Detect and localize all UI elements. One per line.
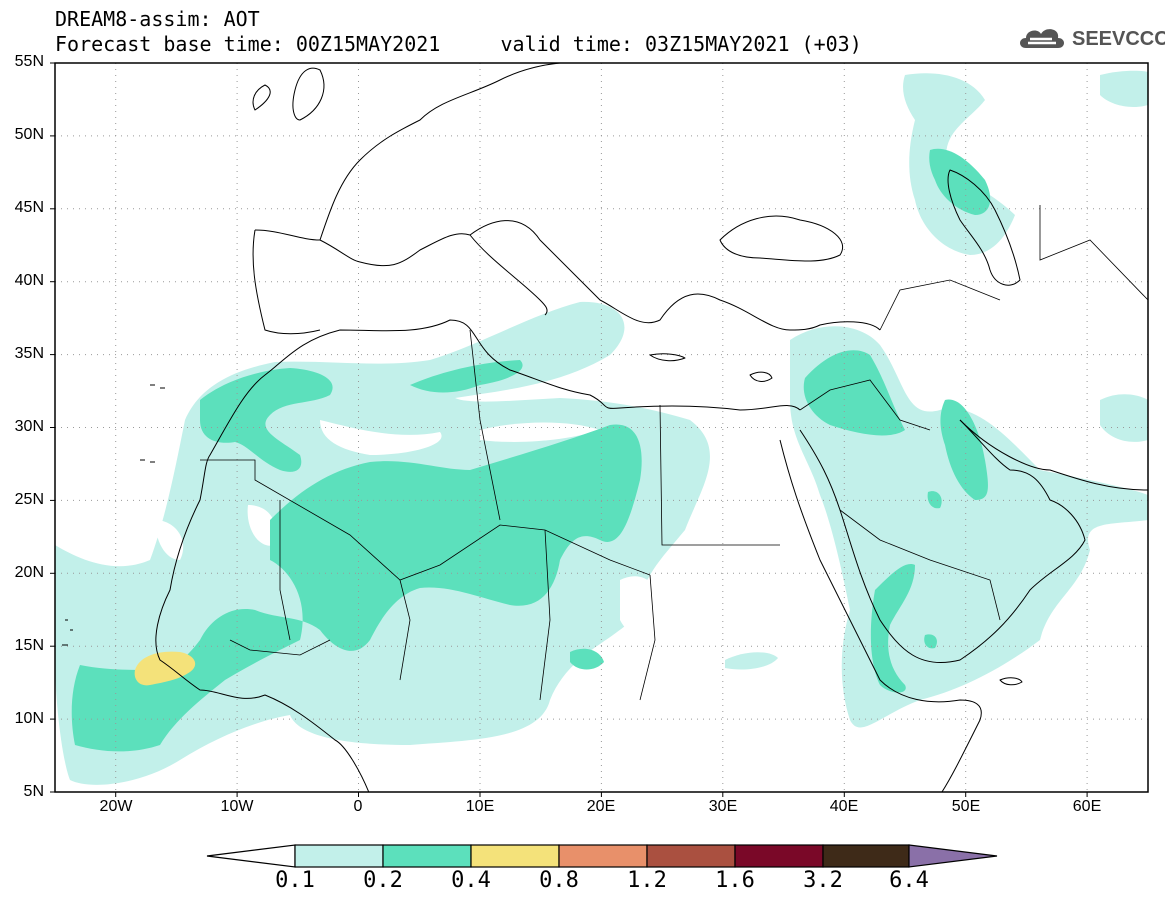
colorbar-label: 0.4 — [451, 868, 491, 893]
seevccc-logo: SEEVCCC — [1016, 22, 1165, 58]
colorbar-swatch-6 — [734, 844, 824, 868]
colorbar-swatch-3 — [470, 844, 560, 868]
aot-class-0.2-0.4 — [71, 148, 991, 752]
lon-label: 0 — [353, 798, 363, 815]
lat-label: 55N — [14, 53, 44, 70]
lat-label: 50N — [14, 126, 44, 143]
map-title: DREAM8-assim: AOT — [55, 7, 260, 31]
colorbar-swatch-8 — [908, 844, 998, 868]
lat-label: 35N — [14, 345, 44, 362]
colorbar-swatch-5 — [646, 844, 736, 868]
colorbar-label: 1.6 — [715, 868, 755, 893]
lat-label: 25N — [14, 491, 44, 508]
cloud-icon — [1020, 29, 1064, 48]
lat-label: 45N — [14, 199, 44, 216]
lat-label: 20N — [14, 564, 44, 581]
colorbar-label: 0.8 — [539, 868, 579, 893]
lat-label: 40N — [14, 272, 44, 289]
graticule — [55, 63, 1148, 792]
tick-marks — [50, 62, 1088, 797]
colorbar-swatch-4 — [558, 844, 648, 868]
colorbar-swatch-2 — [382, 844, 472, 868]
aot-holes — [155, 420, 660, 634]
lon-label: 10W — [220, 798, 254, 815]
lon-label: 50E — [951, 798, 981, 815]
lat-label: 15N — [14, 637, 44, 654]
lon-label: 30E — [708, 798, 738, 815]
colorbar-label: 1.2 — [627, 868, 667, 893]
lat-label: 30N — [14, 418, 44, 435]
colorbar-label: 0.1 — [275, 868, 315, 893]
lon-label: 20W — [99, 798, 133, 815]
colorbar-swatch-7 — [822, 844, 910, 868]
lon-label: 40E — [829, 798, 859, 815]
colorbar — [206, 844, 998, 868]
borders — [200, 205, 1148, 701]
lat-label: 5N — [23, 783, 44, 800]
lat-label: 10N — [14, 710, 44, 727]
logo-text: SEEVCCC — [1072, 28, 1165, 50]
map-subtitle: Forecast base time: 00Z15MAY2021 valid t… — [55, 32, 862, 56]
lon-label: 20E — [586, 798, 616, 815]
colorbar-label: 3.2 — [803, 868, 843, 893]
colorbar-swatch-1 — [294, 844, 384, 868]
aot-class-0.4-0.8 — [134, 651, 196, 686]
colorbar-label: 6.4 — [889, 868, 929, 893]
lon-label: 60E — [1072, 798, 1102, 815]
aot-fields — [55, 70, 1148, 785]
lon-label: 10E — [465, 798, 495, 815]
colorbar-swatch-0 — [206, 844, 296, 868]
coastlines — [62, 63, 1148, 792]
colorbar-label: 0.2 — [363, 868, 403, 893]
